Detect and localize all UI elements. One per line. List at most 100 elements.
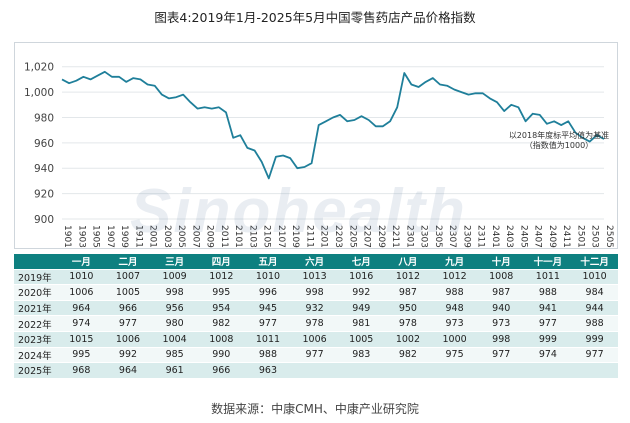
y-tick-label: 1,000 [24, 87, 54, 99]
table-value-cell [477, 362, 525, 379]
table-header-month: 十月 [477, 254, 525, 270]
y-tick-label: 1,020 [24, 62, 54, 74]
x-tick-label: 2109 [290, 225, 300, 248]
table-value-cell: 964 [104, 362, 152, 379]
x-tick-label: 2505 [604, 225, 614, 248]
table-value-cell: 966 [104, 300, 152, 317]
table-value-cell: 977 [477, 347, 525, 364]
table-row: 2025年 968 964 961 966 963 [14, 362, 618, 379]
table-header-month: 三月 [151, 254, 198, 270]
table-value-cell: 974 [524, 347, 572, 364]
annotation-text: 以2018年度标平均值为基准 [509, 130, 609, 140]
table-value-cell: 1006 [104, 331, 152, 348]
table-value-cell: 977 [291, 347, 338, 364]
table-year-cell: 2020年 [14, 284, 58, 301]
y-tick-label: 900 [34, 214, 54, 226]
table-value-cell: 1012 [431, 269, 478, 286]
chart-frame [14, 42, 618, 249]
table-value-cell: 974 [58, 315, 105, 332]
x-tick-label: 2201 [319, 225, 329, 248]
table-value-cell: 1015 [58, 331, 105, 348]
table-value-cell: 999 [571, 331, 618, 348]
table-value-cell: 1012 [197, 269, 245, 286]
table-value-cell: 988 [524, 284, 572, 301]
table-value-cell: 978 [384, 315, 432, 332]
table-header-month: 一月 [58, 254, 105, 270]
x-tick-label: 2101 [233, 225, 243, 248]
x-tick-label: 2005 [176, 225, 186, 248]
table-value-cell: 1006 [58, 284, 105, 301]
table-value-cell: 995 [58, 347, 105, 364]
table-value-cell: 981 [337, 315, 385, 332]
x-tick-label: 2001 [148, 225, 158, 248]
table-value-cell: 956 [151, 300, 198, 317]
x-tick-label: 2403 [504, 225, 514, 248]
table-value-cell: 973 [431, 315, 478, 332]
table-year-cell: 2021年 [14, 300, 58, 317]
table-header-corner [14, 254, 58, 270]
table-value-cell: 999 [524, 331, 572, 348]
table-value-cell: 1011 [524, 269, 572, 286]
x-tick-label: 1907 [105, 225, 115, 248]
x-tick-label: 2305 [433, 225, 443, 248]
table-value-cell: 949 [337, 300, 385, 317]
table-row: 2021年 964 966 956 954 945 932 949 950 948 940 941 94… [14, 300, 618, 317]
x-tick-label: 2009 [205, 225, 215, 248]
table-value-cell: 1005 [337, 331, 385, 348]
table-value-cell: 968 [58, 362, 105, 379]
table-value-cell: 983 [337, 347, 385, 364]
table-value-cell: 1010 [244, 269, 292, 286]
table-value-cell: 1016 [337, 269, 385, 286]
x-tick-label: 2503 [590, 225, 600, 248]
table-header-month: 七月 [337, 254, 385, 270]
x-tick-label: 2303 [419, 225, 429, 248]
table-header-row: 一月 二月 三月 四月 五月 六月 七月 八月 九月 十月 十一月 十二月 [14, 254, 618, 270]
table-value-cell: 996 [244, 284, 292, 301]
table-header-month: 二月 [104, 254, 152, 270]
table-value-cell [571, 362, 618, 379]
table-value-cell: 1006 [291, 331, 338, 348]
x-tick-label: 1911 [133, 225, 143, 248]
table-value-cell: 1007 [104, 269, 152, 286]
table-value-cell: 966 [197, 362, 245, 379]
table-value-cell: 978 [291, 315, 338, 332]
table-value-cell: 998 [291, 284, 338, 301]
table-row: 2023年 1015 1006 1004 1008 1011 1006 1005 1002 100… [14, 331, 618, 348]
monthly-index-table: 一月 二月 三月 四月 五月 六月 七月 八月 九月 十月 十一月 十二月 2019年 1010 1007… [14, 254, 618, 379]
table-value-cell: 985 [151, 347, 198, 364]
chart-title: 图表4:2019年1月-2025年5月中国零售药店产品价格指数 [154, 10, 476, 25]
table-value-cell: 1008 [477, 269, 525, 286]
table-year-cell: 2024年 [14, 347, 58, 364]
y-tick-label: 960 [34, 138, 54, 150]
table-value-cell: 948 [431, 300, 478, 317]
x-tick-label: 2207 [362, 225, 372, 248]
x-tick-label: 1909 [119, 225, 129, 248]
table-value-cell: 963 [244, 362, 292, 379]
table-value-cell: 995 [197, 284, 245, 301]
table-value-cell: 1005 [104, 284, 152, 301]
table-value-cell: 998 [477, 331, 525, 348]
series-line-price-index [61, 70, 605, 180]
x-tick-label: 2103 [247, 225, 257, 248]
table-value-cell: 980 [151, 315, 198, 332]
table-value-cell: 950 [384, 300, 432, 317]
x-tick-label: 2307 [447, 225, 457, 248]
annotation-text: （指数值为1000） [525, 140, 593, 150]
table-value-cell: 954 [197, 300, 245, 317]
table-value-cell: 982 [197, 315, 245, 332]
table-value-cell: 1013 [291, 269, 338, 286]
table-header-month: 十一月 [524, 254, 572, 270]
x-tick-label: 2407 [533, 225, 543, 248]
x-tick-label: 2401 [490, 225, 500, 248]
x-tick-label: 2301 [404, 225, 414, 248]
x-tick-label: 2211 [390, 225, 400, 248]
table-row: 2022年 974 977 980 982 977 978 981 978 973 973 977 98… [14, 315, 618, 332]
table-year-cell: 2019年 [14, 269, 58, 286]
table-value-cell: 1004 [151, 331, 198, 348]
x-tick-label: 2007 [190, 225, 200, 248]
table-value-cell: 988 [431, 284, 478, 301]
table-value-cell: 1002 [384, 331, 432, 348]
table-value-cell: 987 [477, 284, 525, 301]
table-body: 2019年 1010 1007 1009 1012 1010 1013 1016 1012 101… [14, 269, 618, 379]
table-value-cell [384, 362, 432, 379]
